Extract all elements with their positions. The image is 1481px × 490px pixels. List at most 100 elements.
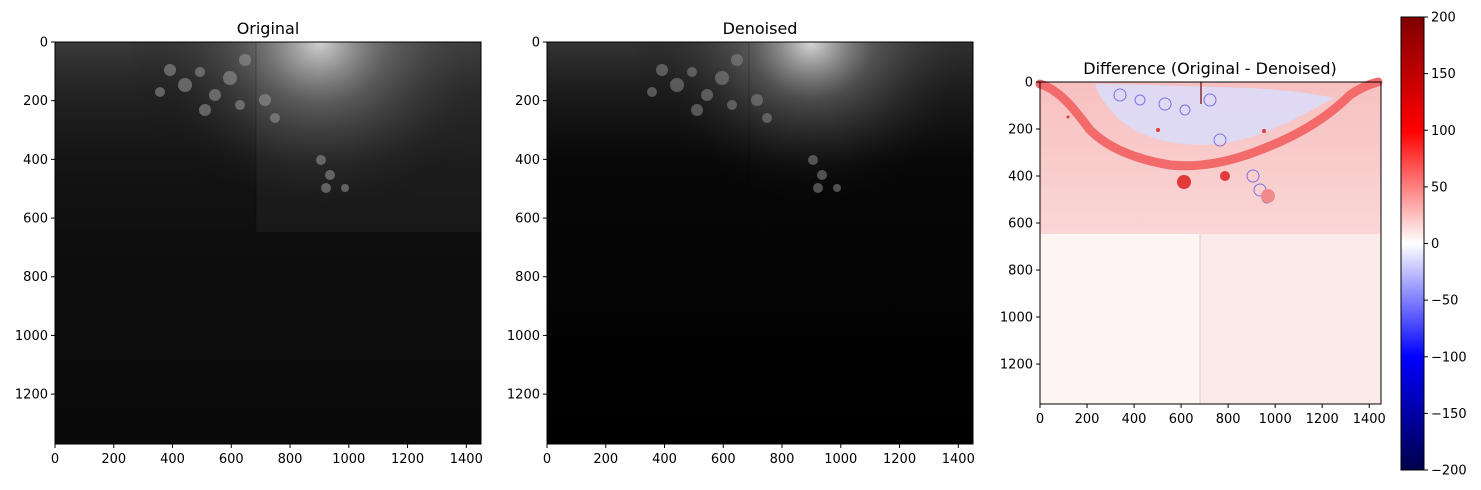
y-tick: 200 [515,94,547,109]
y-tick: 400 [23,153,55,168]
x-tick-label: 1000 [1259,412,1292,427]
colorbar-tick-label: −200 [1431,464,1467,479]
y-tick-label: 0 [532,36,540,51]
y-axis: 0 200 400 600 800 1000 1200 [1000,76,1040,373]
y-tick-label: 1200 [15,388,48,403]
y-tick: 800 [515,270,547,285]
x-tick-label: 1000 [332,452,365,467]
x-tick-label: 1400 [942,452,975,467]
y-tick: 600 [1008,217,1040,232]
image-area [1035,77,1383,404]
image-area [55,42,481,444]
colorbar-tick-label: −100 [1431,350,1467,365]
colorbar: 200 150 100 50 0 −50 −100 −150 −200 [1400,11,1467,479]
y-tick: 1000 [15,329,55,344]
x-tick-label: 200 [1075,412,1100,427]
original-panel: Original 0 200 400 600 800 1000 1200 1400 0 200 4… [15,19,483,467]
y-tick: 1200 [507,388,547,403]
x-tick-label: 400 [1122,412,1147,427]
colorbar-tick: 100 [1424,124,1456,139]
x-tick-label: 600 [219,452,244,467]
y-tick-label: 800 [1008,264,1033,279]
y-tick-label: 600 [1008,217,1033,232]
colorbar-tick-label: 200 [1431,11,1456,26]
colorbar-tick: −50 [1424,294,1458,309]
x-axis: 0 200 400 600 800 1000 1200 1400 [51,444,483,467]
y-tick-label: 600 [515,212,540,227]
x-axis: 0 200 400 600 800 1000 1200 1400 [1036,404,1386,427]
x-tick: 600 [219,444,244,467]
y-tick: 1000 [1000,311,1040,326]
x-tick: 1400 [450,444,483,467]
x-tick-label: 1200 [391,452,424,467]
y-tick: 0 [532,36,547,51]
y-tick: 1200 [1000,358,1040,373]
x-tick: 200 [593,444,618,467]
red-blobs [1066,115,1275,203]
x-tick: 1000 [824,444,857,467]
y-tick-label: 400 [1008,170,1033,185]
x-tick: 1400 [1353,404,1386,427]
y-tick-label: 800 [515,270,540,285]
y-tick-label: 1000 [1000,311,1033,326]
y-tick: 0 [40,36,55,51]
x-tick: 1200 [883,444,916,467]
x-tick-label: 0 [51,452,59,467]
x-tick: 200 [1075,404,1100,427]
x-tick: 600 [711,444,736,467]
colorbar-tick: 200 [1424,11,1456,26]
y-tick-label: 400 [515,153,540,168]
x-tick: 1200 [1306,404,1339,427]
y-tick-label: 200 [1008,123,1033,138]
x-tick-label: 1000 [824,452,857,467]
x-tick: 400 [652,444,677,467]
y-tick-label: 1200 [1000,358,1033,373]
x-tick: 200 [101,444,126,467]
x-tick-label: 1200 [1306,412,1339,427]
y-tick-label: 200 [23,94,48,109]
axes-frame [54,41,482,445]
colorbar-tick-label: 100 [1431,124,1456,139]
y-tick: 1200 [15,388,55,403]
y-tick-label: 1200 [507,388,540,403]
x-tick: 600 [1169,404,1194,427]
panel-title: Difference (Original - Denoised) [1083,59,1336,78]
y-tick-label: 200 [515,94,540,109]
colorbar-tick: 150 [1424,67,1456,82]
x-tick: 800 [278,444,303,467]
y-tick-label: 1000 [507,329,540,344]
x-tick: 0 [543,444,551,467]
x-tick-label: 0 [543,452,551,467]
x-tick: 1000 [332,444,365,467]
cell-blobs [155,54,349,193]
colorbar-tick-label: 0 [1431,237,1439,252]
colorbar-tick-label: −150 [1431,407,1467,422]
x-tick-label: 200 [101,452,126,467]
difference-panel: Difference (Original - Denoised) 0 200 4 [1000,59,1386,427]
x-tick-label: 800 [278,452,303,467]
y-tick: 400 [515,153,547,168]
x-tick: 1200 [391,444,424,467]
y-tick-label: 800 [23,270,48,285]
y-axis: 0 200 400 600 800 1000 1200 [507,36,547,403]
y-tick: 800 [1008,264,1040,279]
x-tick: 800 [770,444,795,467]
x-tick-label: 1400 [1353,412,1386,427]
panel-title: Denoised [723,19,798,38]
x-tick: 0 [1036,404,1044,427]
denoised-panel: Denoised 0 200 400 600 800 1000 1200 1400 0 200 4… [507,19,975,467]
y-tick: 600 [23,212,55,227]
y-tick: 800 [23,270,55,285]
blue-core [1095,84,1335,145]
y-tick: 400 [1008,170,1040,185]
colorbar-ticks: 200 150 100 50 0 −50 −100 −150 −200 [1424,11,1467,479]
cell-blobs [647,54,841,193]
x-tick: 0 [51,444,59,467]
x-axis: 0 200 400 600 800 1000 1200 1400 [543,444,975,467]
y-tick: 600 [515,212,547,227]
red-ring-band [1035,77,1383,171]
x-tick-label: 800 [770,452,795,467]
colorbar-tick: −150 [1424,407,1467,422]
x-tick-label: 1400 [450,452,483,467]
